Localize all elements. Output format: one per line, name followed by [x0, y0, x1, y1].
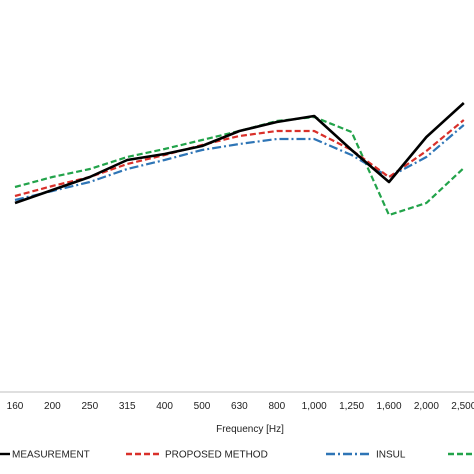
- legend-label: PROPOSED METHOD: [165, 450, 268, 461]
- legend-label: MEASUREMENT: [12, 450, 90, 461]
- x-tick-label: 315: [119, 401, 136, 412]
- x-tick-label: 1,600: [376, 401, 401, 412]
- legend-label: INSUL: [376, 450, 406, 461]
- x-tick-label: 1,000: [302, 401, 327, 412]
- x-tick-label: 800: [268, 401, 285, 412]
- series-line-measurement: [14, 102, 465, 205]
- x-axis-title: Frequency [Hz]: [216, 424, 284, 435]
- x-tick-label: 200: [44, 401, 61, 412]
- x-tick-label: 400: [156, 401, 173, 412]
- x-tick-labels: 160 200 250 315 400 500 630 800 1,000 1,250 1,600 2…: [7, 401, 474, 412]
- x-tick-label: 250: [81, 401, 98, 412]
- x-tick-label: 160: [7, 401, 24, 412]
- series-line-insul: [14, 124, 465, 202]
- x-tick-label: 500: [194, 401, 211, 412]
- legend: MEASUREMENT PROPOSED METHOD INSUL: [0, 450, 474, 461]
- x-tick-label: 630: [231, 401, 248, 412]
- x-tick-label: 1,250: [339, 401, 364, 412]
- x-tick-label: 2,000: [414, 401, 439, 412]
- series-line-unlabeled: [14, 115, 465, 217]
- series-layer: [14, 102, 465, 217]
- x-tick-label: 2,500: [451, 401, 474, 412]
